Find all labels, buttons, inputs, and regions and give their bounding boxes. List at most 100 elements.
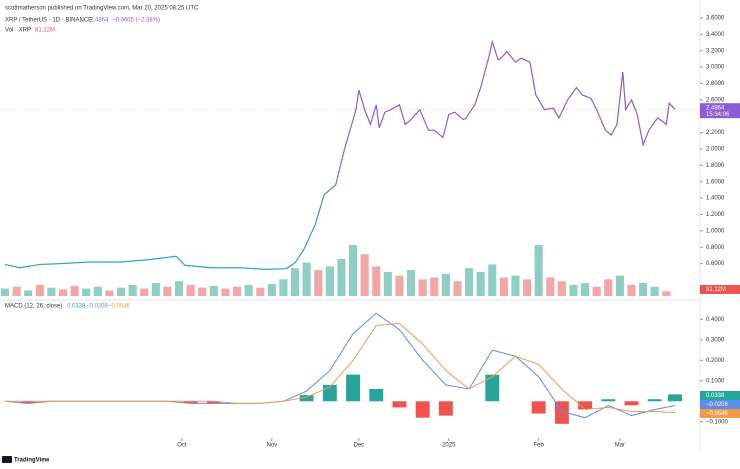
histogram-bar — [624, 401, 639, 406]
histogram-bar — [531, 401, 546, 414]
volume-bar — [662, 291, 671, 296]
volume-bar — [221, 288, 230, 296]
volume-bar — [383, 271, 392, 296]
volume-bar — [639, 283, 648, 296]
volume-bar — [430, 277, 439, 296]
volume-bar — [279, 279, 288, 296]
histogram-bar — [485, 374, 500, 402]
volume-title: Vol · XRP — [5, 28, 31, 34]
macd-last-box — [700, 409, 740, 418]
volume-bar — [407, 270, 416, 296]
volume-last-label: 81.12M — [706, 287, 726, 293]
volume-bar — [128, 284, 137, 296]
volume-bar — [592, 286, 601, 296]
volume-bar — [198, 287, 207, 296]
x-tick-label: Oct — [177, 443, 187, 449]
histogram-bar — [392, 401, 407, 408]
volume-bar — [314, 270, 323, 296]
macd-last-label: −0.0546 — [706, 411, 729, 417]
countdown: 15:34:06 — [706, 112, 730, 118]
y-tick-label: 0.3000 — [706, 337, 725, 343]
volume-bar — [232, 286, 242, 296]
volume-bar — [174, 281, 184, 296]
y-tick-label: 3.0000 — [706, 65, 725, 71]
publisher: scottmatherson published on TradingView.… — [5, 6, 199, 12]
histogram-bar — [601, 399, 616, 402]
y-tick-label: 1.0000 — [706, 228, 725, 234]
volume-bar — [604, 279, 613, 296]
macd-last-label: −0.0208 — [706, 402, 729, 408]
volume-bar — [372, 266, 381, 296]
volume-bar — [256, 287, 265, 296]
x-tick-label: 2025 — [442, 443, 456, 449]
last-price-label: 2.4864 — [706, 105, 725, 111]
y-tick-label: 2.0000 — [706, 147, 725, 153]
volume-bar — [348, 245, 358, 296]
volume-bar — [441, 273, 450, 296]
y-tick-label: 0.8000 — [706, 245, 725, 251]
volume-bar — [186, 284, 195, 296]
symbol: XRP / TetherUS · 1D · BINANCE — [5, 18, 92, 24]
x-tick-label: Mar — [615, 443, 625, 449]
volume-bar — [58, 289, 68, 296]
histogram-bar — [21, 401, 36, 404]
volume-bar — [209, 285, 218, 296]
y-tick-label: 2.8000 — [706, 81, 725, 87]
volume-bar — [569, 284, 578, 296]
volume-bar — [523, 279, 532, 296]
y-tick-label: 0.6000 — [706, 261, 725, 267]
volume-bar — [337, 258, 346, 296]
volume-bar — [267, 283, 276, 296]
volume-bar — [24, 290, 33, 296]
volume-bar — [453, 281, 462, 296]
volume-bar — [476, 271, 485, 296]
volume-bar — [650, 286, 659, 296]
y-tick-label: 1.4000 — [706, 196, 725, 202]
volume-bar — [290, 268, 300, 296]
volume-bar — [360, 254, 369, 296]
price-change: −0.0605 (−2.38%) — [112, 18, 160, 24]
y-tick-label: 3.2000 — [706, 48, 725, 54]
macd-last-label: 0.0338 — [706, 393, 725, 399]
y-tick-label: 2.2000 — [706, 130, 725, 136]
volume-last: 81.12M — [35, 28, 55, 34]
histogram-bar — [438, 401, 453, 416]
volume-bar — [488, 264, 497, 296]
volume-bar — [35, 284, 44, 296]
volume-bar — [47, 287, 56, 296]
volume-bar — [140, 288, 149, 296]
y-tick-label: 1.8000 — [706, 163, 725, 169]
y-tick-label: −0.1000 — [706, 419, 729, 425]
histogram-bar — [206, 401, 221, 404]
volume-bar — [511, 275, 520, 296]
volume-bar — [151, 283, 160, 296]
y-tick-label: 0.2000 — [706, 358, 725, 364]
last-price-box — [700, 103, 740, 119]
volume-bar — [557, 281, 566, 296]
volume-bar — [244, 284, 253, 296]
macd-line-last: −0.0208 — [86, 304, 109, 310]
macd-title: MACD (12, 26, close) — [5, 304, 62, 310]
volume-bar — [70, 285, 79, 296]
volume-bar — [395, 275, 404, 296]
macd-last-box — [700, 391, 740, 400]
brand-logo — [2, 456, 12, 463]
histogram-bar — [346, 374, 361, 402]
volume-bar — [93, 286, 102, 296]
y-tick-label: 1.6000 — [706, 179, 725, 185]
y-tick-label: 2.6000 — [706, 97, 725, 103]
volume-bar — [116, 287, 126, 296]
volume-bar — [163, 286, 172, 296]
y-tick-label: 3.6000 — [706, 16, 725, 22]
histogram-bar — [647, 399, 662, 402]
macd-hist-last: 0.0338 — [67, 304, 86, 310]
histogram-bar — [183, 401, 198, 404]
x-tick-label: Feb — [534, 443, 545, 449]
x-tick-label: Dec — [354, 443, 365, 449]
brand: TradingView — [14, 458, 50, 464]
volume-bar — [0, 288, 10, 296]
volume-bar — [325, 266, 334, 296]
volume-bar — [546, 277, 555, 296]
volume-bar — [82, 288, 91, 296]
